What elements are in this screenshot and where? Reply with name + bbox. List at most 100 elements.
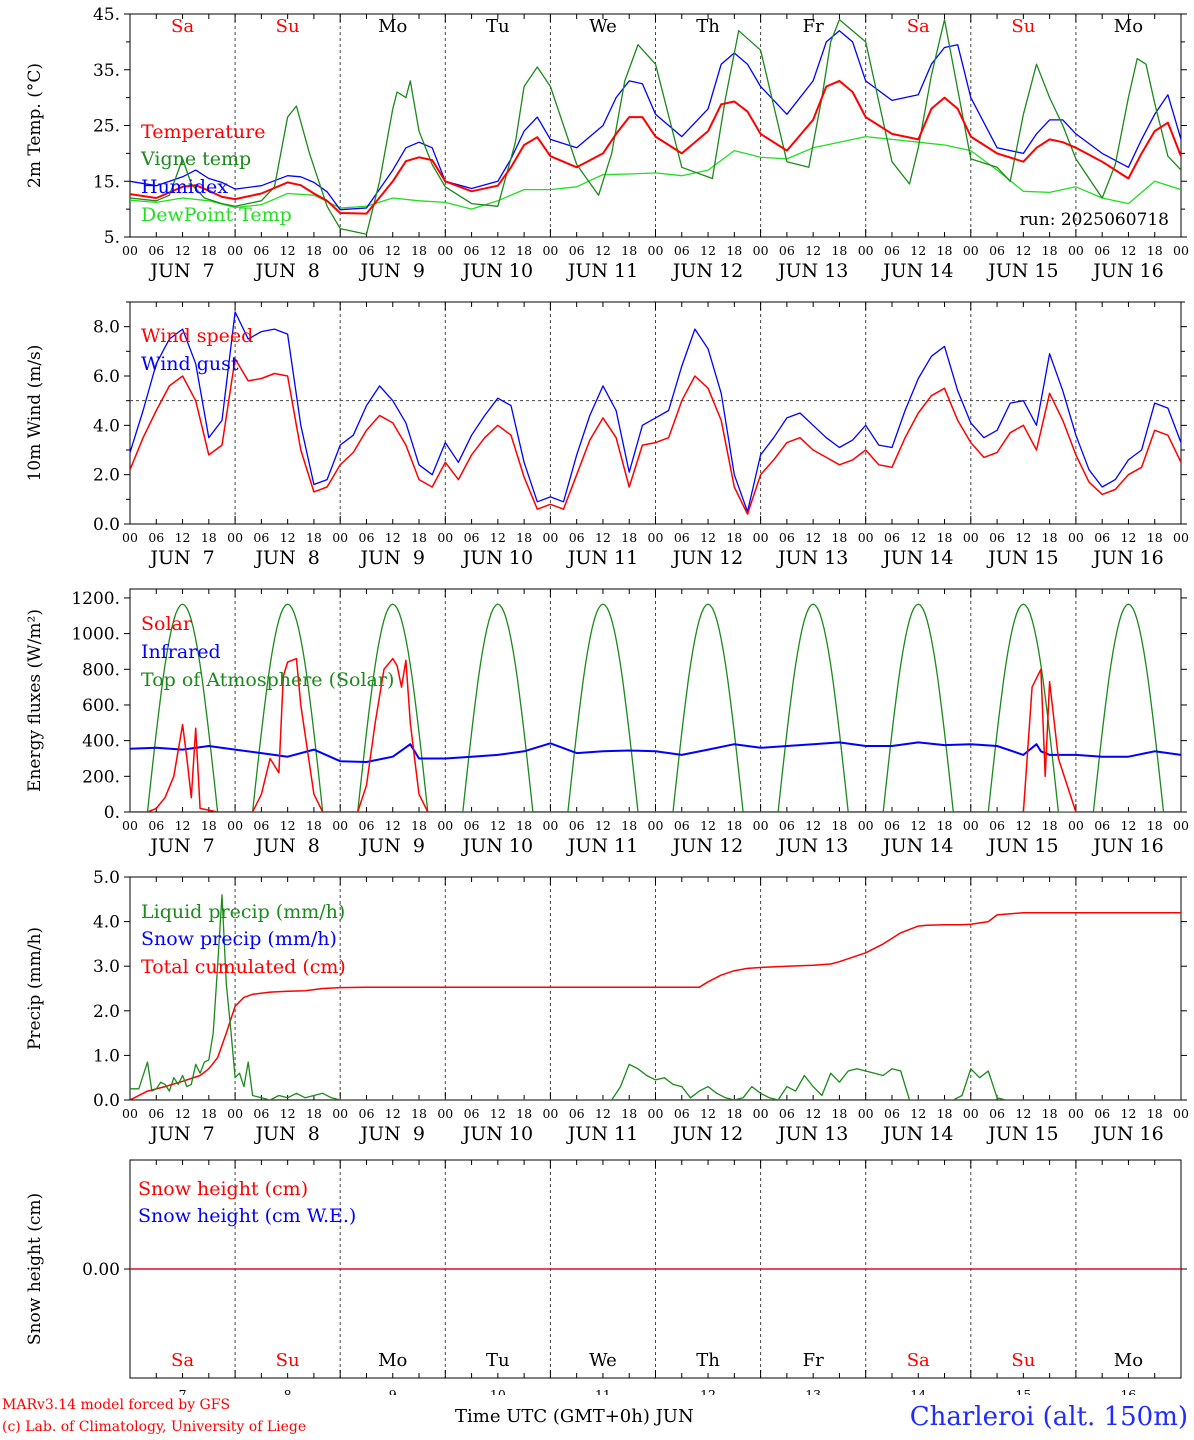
meteogram-chart: 5. 15. 25. 35. 45. 2m Temp. (°C) 00 06 12 18 00 06 1… <box>25 5 1189 1395</box>
hour-tick-label: 18 <box>1042 530 1058 545</box>
hour-tick-label: 18 <box>621 243 637 258</box>
hour-tick-label: 12 <box>280 530 296 545</box>
hour-tick-label: 12 <box>1015 243 1031 258</box>
date-label: JUN 11 <box>566 835 638 857</box>
date-label: JUN 8 <box>253 1123 319 1145</box>
legend-entry: Infrared <box>141 641 221 663</box>
hour-tick-label: 00 <box>1173 243 1189 258</box>
hour-tick-label: 12 <box>385 530 401 545</box>
hour-tick-label: 00 <box>648 530 664 545</box>
hour-tick-label: 00 <box>963 1106 979 1121</box>
weekday-label: Sa <box>171 16 194 37</box>
hour-tick-label: 06 <box>253 1106 269 1121</box>
date-label: JUN 15 <box>986 547 1058 569</box>
day-number-label: 8 <box>284 1387 292 1395</box>
hour-tick-label: 12 <box>595 530 611 545</box>
day-number-label: 13 <box>805 1387 821 1395</box>
day-number-label: 12 <box>700 1387 716 1395</box>
hour-tick-label: 06 <box>464 818 480 833</box>
hour-tick-label: 12 <box>805 1106 821 1121</box>
hour-tick-label: 00 <box>332 1106 348 1121</box>
y-axis-label: Snow height (cm) <box>25 1193 45 1345</box>
legend-entry: Snow height (cm W.E.) <box>138 1205 356 1227</box>
panel-3: 0. 200. 400. 600. 800. 1000. 1200. Energy fluxe… <box>25 588 1189 857</box>
date-label: JUN 14 <box>881 547 953 569</box>
date-label: JUN 12 <box>671 1123 743 1145</box>
hour-tick-label: 06 <box>884 1106 900 1121</box>
date-label: JUN 11 <box>566 1123 638 1145</box>
y-axis-label: Energy fluxes (W/m²) <box>25 609 45 792</box>
date-label: JUN 8 <box>253 835 319 857</box>
legend-entry: Humidex <box>141 176 228 198</box>
y-tick-label: 5. <box>104 228 120 248</box>
hour-tick-label: 06 <box>989 243 1005 258</box>
hour-tick-label: 06 <box>989 1106 1005 1121</box>
hour-tick-label: 12 <box>490 530 506 545</box>
hour-tick-label: 12 <box>1015 818 1031 833</box>
date-label: JUN 16 <box>1091 547 1163 569</box>
hour-tick-label: 12 <box>1120 243 1136 258</box>
hour-tick-label: 18 <box>1042 818 1058 833</box>
weekday-label: Tu <box>486 1350 510 1371</box>
hour-tick-label: 18 <box>306 818 322 833</box>
hour-tick-label: 12 <box>280 1106 296 1121</box>
hour-tick-label: 06 <box>1094 818 1110 833</box>
legend-entry: DewPoint Temp <box>141 204 292 226</box>
y-tick-label: 400. <box>82 732 120 752</box>
legend-entry: Snow precip (mm/h) <box>141 928 337 950</box>
weekday-label: Su <box>276 16 300 37</box>
hour-tick-label: 00 <box>1068 818 1084 833</box>
hour-tick-label: 18 <box>937 1106 953 1121</box>
day-number-label: 10 <box>490 1387 506 1395</box>
hour-tick-label: 06 <box>779 243 795 258</box>
hour-tick-label: 00 <box>1173 530 1189 545</box>
hour-tick-label: 00 <box>753 530 769 545</box>
hour-tick-label: 12 <box>595 243 611 258</box>
day-number-label: 11 <box>595 1387 611 1395</box>
hour-tick-label: 00 <box>122 530 138 545</box>
date-label: JUN 15 <box>986 260 1058 282</box>
hour-tick-label: 12 <box>1015 530 1031 545</box>
y-tick-label: 0. <box>104 803 120 823</box>
series-line <box>130 603 1181 812</box>
hour-tick-label: 00 <box>1173 818 1189 833</box>
hour-tick-label: 06 <box>884 243 900 258</box>
hour-tick-label: 18 <box>1147 1106 1163 1121</box>
legend-entry: Snow height (cm) <box>138 1178 308 1200</box>
date-label: JUN 7 <box>148 835 214 857</box>
hour-tick-label: 00 <box>753 243 769 258</box>
hour-tick-label: 18 <box>831 1106 847 1121</box>
hour-tick-label: 12 <box>805 530 821 545</box>
series-line <box>130 79 1181 215</box>
day-number-label: 9 <box>389 1387 397 1395</box>
weekday-label: Fr <box>803 1350 824 1371</box>
date-label: JUN 8 <box>253 260 319 282</box>
hour-tick-label: 18 <box>411 818 427 833</box>
date-label: JUN 10 <box>461 1123 533 1145</box>
hour-tick-label: 00 <box>858 243 874 258</box>
hour-tick-label: 18 <box>621 530 637 545</box>
legend-entry: Wind speed <box>141 325 253 347</box>
hour-tick-label: 12 <box>385 243 401 258</box>
hour-tick-label: 00 <box>648 818 664 833</box>
panel-frame <box>129 588 1182 813</box>
date-label: JUN 10 <box>461 835 533 857</box>
hour-tick-label: 18 <box>516 530 532 545</box>
y-tick-label: 600. <box>82 696 120 716</box>
series-line <box>130 311 1181 513</box>
hour-tick-label: 18 <box>1042 243 1058 258</box>
hour-tick-label: 06 <box>674 530 690 545</box>
hour-tick-label: 00 <box>753 1106 769 1121</box>
legend-entry: Solar <box>141 613 193 635</box>
hour-tick-label: 06 <box>148 530 164 545</box>
hour-tick-label: 00 <box>1173 1106 1189 1121</box>
hour-tick-label: 06 <box>569 818 585 833</box>
hour-tick-label: 06 <box>779 818 795 833</box>
hour-tick-label: 06 <box>359 818 375 833</box>
hour-tick-label: 00 <box>963 530 979 545</box>
panel-4: 0.0 1.0 2.0 3.0 4.0 5.0 Precip (mm/h) 00 06 12 18 0… <box>25 868 1189 1145</box>
panel-5: 0.00 Snow height (cm) Sa Su Mo Tu We Th Fr Sa Su Mo… <box>25 1159 1187 1395</box>
series-line <box>130 741 1181 763</box>
hour-tick-label: 18 <box>1147 530 1163 545</box>
legend-entry: Vigne temp <box>140 148 251 170</box>
